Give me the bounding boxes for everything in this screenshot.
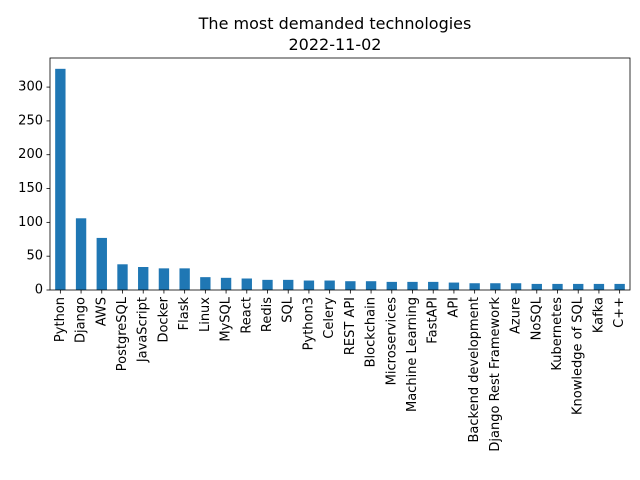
y-tick-label: 300 bbox=[18, 80, 43, 95]
bar-rest-api bbox=[345, 281, 356, 290]
x-tick-label: Kubernetes bbox=[550, 297, 565, 371]
bar-aws bbox=[96, 237, 107, 290]
bar-postgresql bbox=[117, 264, 128, 290]
y-tick-label: 150 bbox=[18, 181, 43, 196]
bar-knowledge-of-sql bbox=[573, 283, 584, 290]
x-tick-label: Linux bbox=[198, 297, 213, 332]
bar-redis bbox=[262, 279, 273, 290]
bar-blockchain bbox=[365, 281, 377, 290]
y-tick-label: 0 bbox=[35, 283, 43, 298]
x-tick-label: MySQL bbox=[219, 296, 234, 341]
bar-kubernetes bbox=[552, 283, 563, 290]
x-tick-label: PostgreSQL bbox=[115, 296, 130, 371]
bar-c- bbox=[614, 283, 625, 290]
chart-title: The most demanded technologies bbox=[198, 14, 472, 33]
x-tick-label: NoSQL bbox=[529, 296, 544, 340]
x-axis: Python Django AWS PostgreSQL JavaScript Docke… bbox=[53, 290, 627, 452]
x-tick-label: Django bbox=[74, 297, 89, 343]
bar-microservices bbox=[386, 281, 397, 290]
x-tick-label: Microservices bbox=[384, 297, 399, 386]
y-tick-label: 250 bbox=[18, 113, 43, 128]
bar-flask bbox=[179, 268, 190, 290]
bar-kafka bbox=[593, 283, 605, 290]
x-tick-label: Blockchain bbox=[364, 297, 379, 367]
bar-python bbox=[55, 68, 66, 290]
bar-fastapi bbox=[428, 281, 439, 290]
plot-frame bbox=[49, 57, 631, 291]
x-tick-label: SQL bbox=[281, 296, 296, 322]
x-tick-label: JavaScript bbox=[136, 297, 151, 363]
x-tick-label: REST API bbox=[343, 297, 358, 355]
x-tick-label: Django Rest Framework bbox=[488, 297, 503, 452]
bar-api bbox=[448, 282, 460, 290]
bar-azure bbox=[510, 283, 522, 290]
chart-subtitle: 2022-11-02 bbox=[289, 35, 382, 54]
y-axis: 0 50 100 150 200 250 300 bbox=[18, 80, 50, 298]
x-tick-label: Python3 bbox=[301, 297, 316, 350]
x-tick-label: Flask bbox=[177, 297, 192, 331]
bars-group bbox=[55, 68, 625, 290]
y-tick-label: 50 bbox=[26, 249, 43, 264]
y-tick-label: 100 bbox=[18, 215, 43, 230]
bar-python3 bbox=[303, 280, 315, 290]
bar-javascript bbox=[138, 267, 149, 290]
x-tick-label: React bbox=[239, 297, 254, 334]
bar-django-rest-framework bbox=[490, 283, 501, 290]
x-tick-label: API bbox=[446, 297, 461, 318]
bar-nosql bbox=[531, 283, 542, 290]
y-tick-label: 200 bbox=[18, 147, 43, 162]
bar-backend-development bbox=[469, 283, 480, 290]
x-tick-label: AWS bbox=[94, 297, 109, 326]
x-tick-label: Kafka bbox=[591, 297, 606, 333]
x-tick-label: FastAPI bbox=[426, 297, 441, 344]
bar-linux bbox=[200, 277, 211, 290]
x-tick-label: Celery bbox=[322, 297, 337, 339]
x-tick-label: Azure bbox=[509, 297, 524, 334]
x-tick-label: Docker bbox=[156, 296, 171, 342]
bar-docker bbox=[158, 268, 170, 290]
bar-mysql bbox=[220, 277, 232, 290]
x-tick-label: C++ bbox=[612, 297, 627, 328]
x-tick-label: Machine Learning bbox=[405, 297, 420, 412]
x-tick-label: Redis bbox=[260, 297, 275, 332]
bar-celery bbox=[324, 280, 335, 290]
bar-django bbox=[75, 218, 87, 290]
x-tick-label: Python bbox=[53, 297, 68, 342]
x-tick-label: Backend development bbox=[467, 297, 482, 442]
bar-machine-learning bbox=[407, 281, 418, 290]
bar-react bbox=[241, 278, 252, 290]
x-tick-label: Knowledge of SQL bbox=[571, 296, 586, 415]
bar-sql bbox=[283, 279, 294, 290]
